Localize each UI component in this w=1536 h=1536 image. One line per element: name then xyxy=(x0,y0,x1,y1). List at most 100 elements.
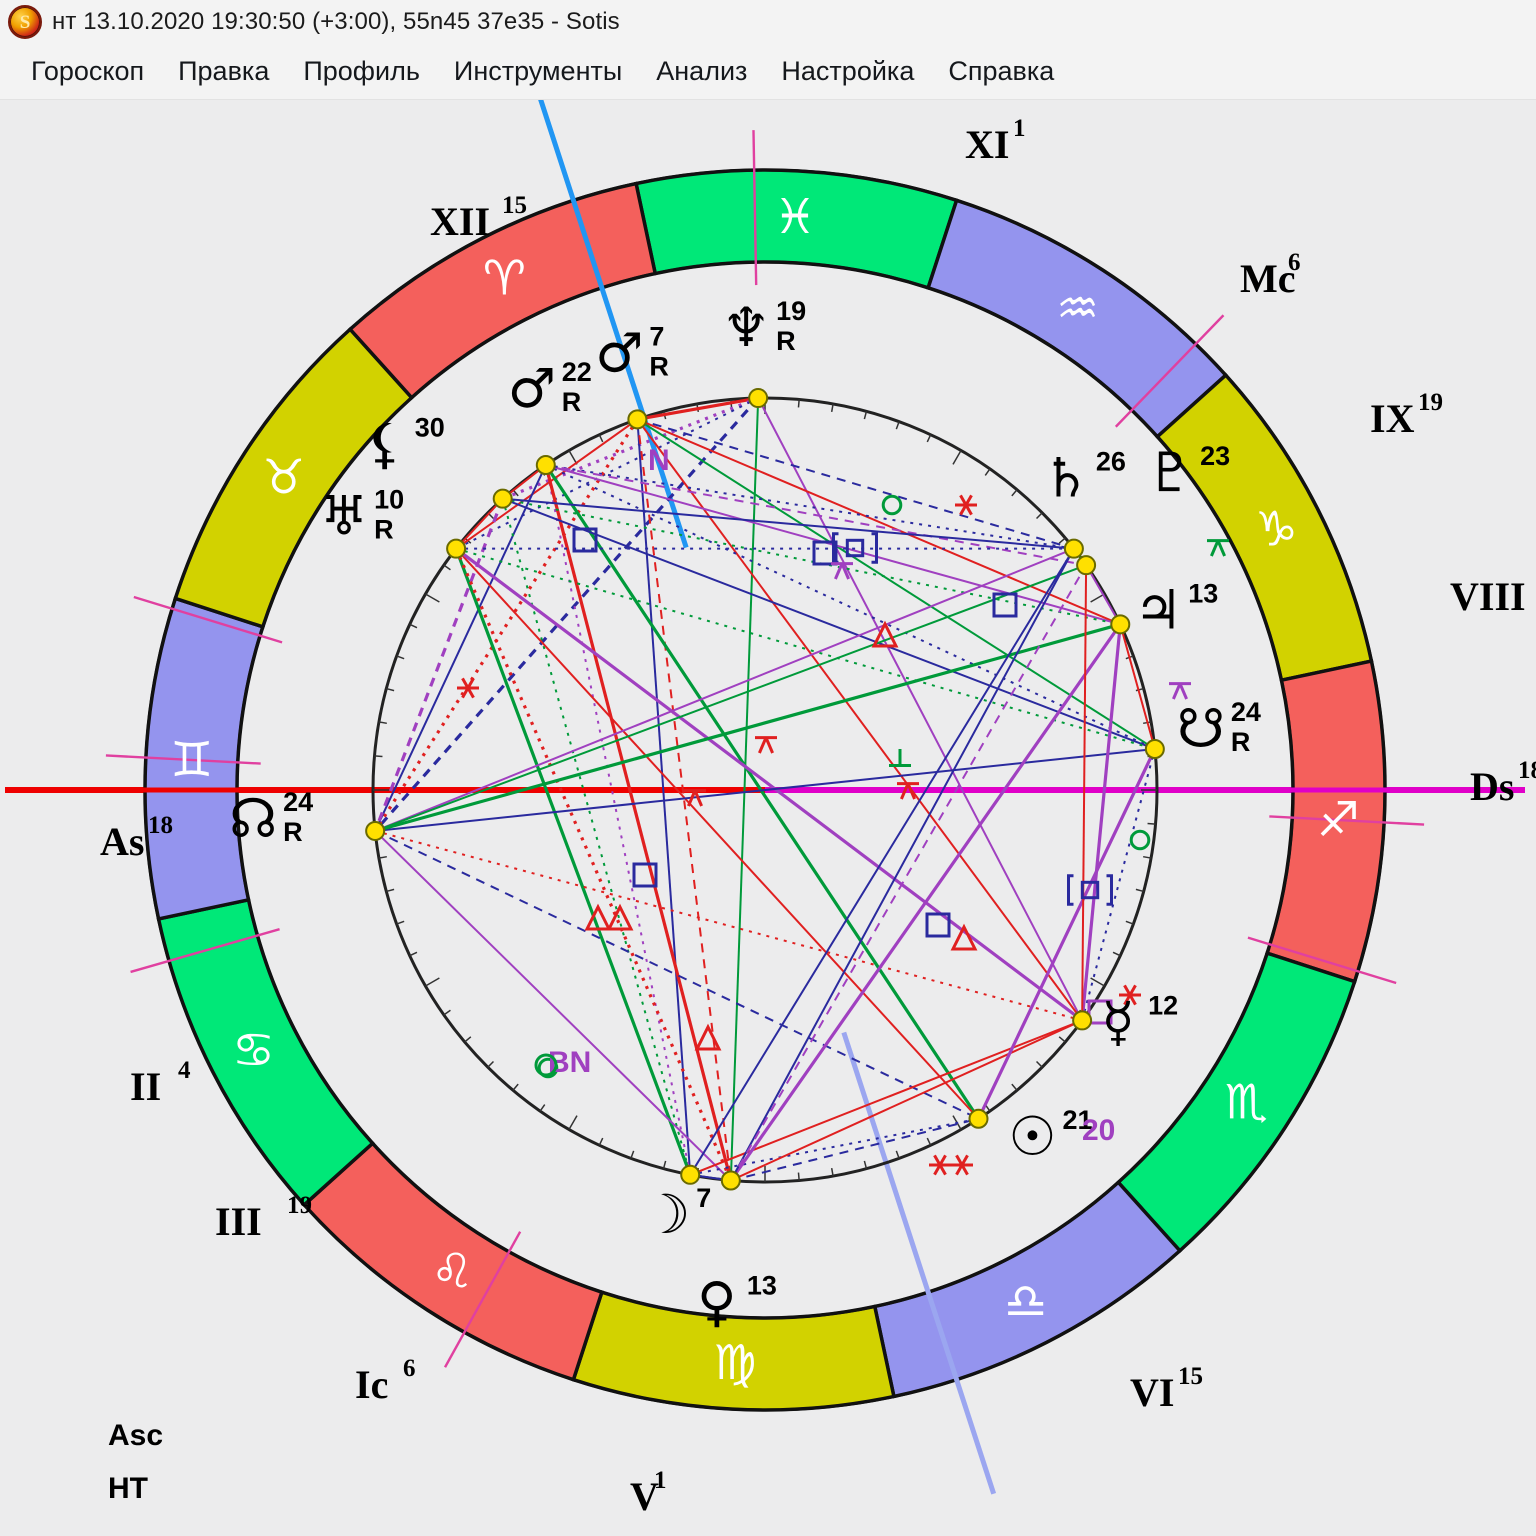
aspect-symbol-sextile xyxy=(951,1154,973,1176)
aspect-line xyxy=(729,623,1122,1182)
planet-degree-moon: 7 xyxy=(696,1183,711,1213)
aspect-line xyxy=(730,1019,1083,1182)
planet-degree-neptune: 19 xyxy=(776,296,806,326)
planet-degree-pluto: 23 xyxy=(1200,441,1230,471)
aspect-line xyxy=(1080,624,1122,1021)
planet-glyph-sun: ☉ xyxy=(1008,1105,1056,1168)
zodiac-glyph-cancer: ♋ xyxy=(232,1023,275,1079)
aspect-line xyxy=(374,830,732,1182)
aspect-line xyxy=(374,464,547,832)
menu-item-instrumenty[interactable]: Инструменты xyxy=(453,56,623,86)
planet-degree-sun: 21 xyxy=(1062,1105,1092,1135)
degree-tick xyxy=(830,1168,834,1177)
planet-dot-lilith[interactable] xyxy=(492,488,513,509)
aspect-line xyxy=(977,748,1157,1120)
title-bar: S нт 13.10.2020 19:30:50 (+3:00), 55n45 … xyxy=(0,0,1536,44)
house-roman-iii: III xyxy=(215,1199,262,1244)
planet-retrograde-north-node: R xyxy=(283,817,303,847)
aspect-line xyxy=(637,418,1075,550)
degree-tick xyxy=(1143,855,1152,859)
degree-tick xyxy=(386,888,395,893)
planet-dot-jupiter[interactable] xyxy=(1110,614,1131,635)
planet-degree-mars: 7 xyxy=(649,321,664,351)
aspect-symbol-square xyxy=(992,592,1018,618)
aspect-symbol-opposition xyxy=(1129,829,1151,851)
chart-canvas[interactable]: ♓♒♑♐♏♎♍♌♋♊♉♈ XII15XI1Mc6IX19VIII4Ds18VI1… xyxy=(0,100,1536,1536)
house-label-mc: Mc6 xyxy=(1240,249,1301,301)
degree-tick xyxy=(1090,593,1105,603)
degree-tick xyxy=(374,755,383,758)
annotation-bn-circle-icon xyxy=(534,1053,558,1077)
planet-dot-south-node[interactable] xyxy=(1144,739,1165,760)
menu-item-analiz[interactable]: Анализ xyxy=(656,56,748,86)
planet-label-moon: ☽ 7 xyxy=(642,1183,711,1246)
degree-tick xyxy=(568,1115,578,1130)
degree-tick xyxy=(1112,951,1121,957)
aspect-line xyxy=(544,464,692,1175)
house-label-xii: XII 15 xyxy=(430,192,527,244)
aspect-line xyxy=(455,498,504,550)
planet-dot-mercury[interactable] xyxy=(1072,1010,1093,1031)
menu-item-goroskop[interactable]: Гороскоп xyxy=(31,56,145,86)
aspect-symbol-sextile xyxy=(955,494,977,516)
planet-dot-mars-2[interactable] xyxy=(535,455,556,476)
planet-label-north-node: ☊ 24R xyxy=(229,787,313,850)
aspect-line xyxy=(374,564,1087,832)
house-labels-group: XII15XI1Mc6IX19VIII4Ds18VI15V1Ic6III19II… xyxy=(100,115,1536,1519)
aspect-symbol-quincunx xyxy=(897,782,919,800)
house-label-v: V1 xyxy=(630,1467,667,1519)
planet-dot-mars[interactable] xyxy=(627,409,648,430)
degree-tick xyxy=(598,434,604,443)
planet-retrograde-uranus: R xyxy=(374,515,394,545)
aspect-line xyxy=(757,397,1084,1021)
house-label-ii: II 4 xyxy=(130,1057,191,1109)
aspect-line xyxy=(502,497,1156,750)
horoscope-chart[interactable]: ♓♒♑♐♏♎♍♌♋♊♉♈ XII15XI1Mc6IX19VIII4Ds18VI1… xyxy=(0,100,1536,1536)
planet-dot-sun[interactable] xyxy=(968,1108,989,1129)
menu-item-pravka[interactable]: Правка xyxy=(178,56,270,86)
zodiac-glyph-sagittarius: ♐ xyxy=(1317,792,1360,848)
planet-retrograde-mars: R xyxy=(649,351,669,381)
house-degree-v: 1 xyxy=(654,1467,667,1494)
planet-dot-moon[interactable] xyxy=(680,1164,701,1185)
chart-corner-labels: Asc НТ xyxy=(108,1419,163,1505)
degree-tick xyxy=(662,1160,667,1169)
planet-degree-mercury: 12 xyxy=(1148,990,1178,1020)
zodiac-glyph-libra: ♎ xyxy=(1004,1273,1047,1329)
planet-dot-venus[interactable] xyxy=(720,1170,741,1191)
planet-glyph-neptune: ♆ xyxy=(722,296,770,359)
degree-tick xyxy=(539,1104,546,1112)
planet-dot-pluto[interactable] xyxy=(1076,555,1097,576)
planet-dot-saturn[interactable] xyxy=(1063,538,1084,559)
planet-dots-group[interactable] xyxy=(365,388,1165,1191)
aspect-line xyxy=(729,564,1087,1182)
house-degree-ix: 19 xyxy=(1418,389,1443,416)
zodiac-wheel-group[interactable] xyxy=(143,168,1387,1412)
aspect-line xyxy=(1119,624,1156,750)
planet-dot-neptune[interactable] xyxy=(748,388,769,409)
aspect-line xyxy=(374,622,1121,833)
planet-dot-uranus[interactable] xyxy=(446,538,467,559)
window-title: нт 13.10.2020 19:30:50 (+3:00), 55n45 37… xyxy=(52,8,620,35)
menu-bar: Гороскоп Правка Профиль Инструменты Анал… xyxy=(0,44,1536,100)
aspect-line xyxy=(636,418,1121,626)
planet-label-mars: ♂ 7R xyxy=(595,321,669,384)
menu-item-profil[interactable]: Профиль xyxy=(303,56,420,86)
degree-tick xyxy=(926,434,932,443)
degree-tick xyxy=(1147,822,1156,825)
planet-dot-north-node[interactable] xyxy=(365,820,386,841)
house-label-as: As 18 xyxy=(100,812,173,864)
menu-item-spravka[interactable]: Справка xyxy=(948,56,1055,86)
planet-glyph-venus: ♀ xyxy=(697,1271,737,1334)
degree-tick xyxy=(443,564,451,571)
house-roman-ic: Ic xyxy=(355,1362,388,1407)
degree-tick xyxy=(396,920,405,925)
aspect-symbol-trine xyxy=(694,1023,722,1051)
degree-tick xyxy=(378,855,387,859)
zodiac-glyph-aries: ♈ xyxy=(483,251,526,307)
menu-item-nastroyka[interactable]: Настройка xyxy=(781,56,915,86)
aspect-line xyxy=(1085,564,1122,625)
planet-glyph-south-node: ☋ xyxy=(1177,697,1225,760)
planet-label-jupiter: ♃ 13 xyxy=(1134,578,1218,641)
